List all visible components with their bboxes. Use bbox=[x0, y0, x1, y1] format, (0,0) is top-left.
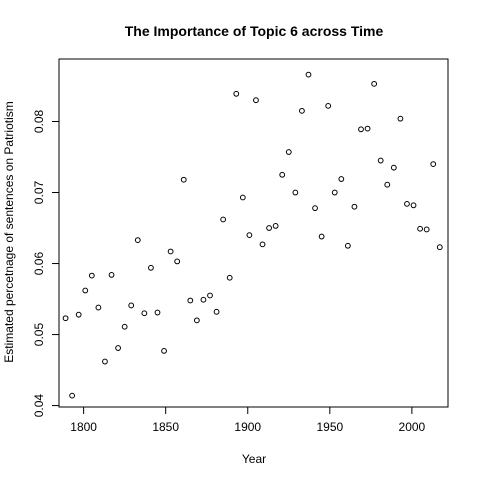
data-point bbox=[285, 149, 292, 155]
y-axis-label: Estimated percetnage of sentences on Pat… bbox=[2, 101, 16, 362]
data-point bbox=[226, 274, 233, 281]
data-point bbox=[338, 176, 345, 182]
data-point bbox=[180, 176, 187, 183]
y-tick-label: 0.06 bbox=[32, 252, 46, 276]
data-point bbox=[141, 310, 148, 317]
data-point bbox=[121, 323, 128, 330]
data-point bbox=[423, 226, 430, 233]
data-point bbox=[305, 71, 312, 78]
data-point bbox=[193, 317, 200, 324]
x-axis: 1800 1850 1900 1950 2000 bbox=[70, 407, 426, 434]
data-point bbox=[82, 287, 89, 294]
data-point bbox=[318, 233, 325, 240]
data-point bbox=[259, 241, 266, 248]
data-point bbox=[272, 222, 279, 229]
data-point bbox=[220, 216, 227, 223]
data-point bbox=[213, 308, 220, 315]
x-tick-label: 2000 bbox=[399, 420, 426, 434]
data-point bbox=[299, 107, 305, 114]
data-point bbox=[246, 232, 253, 239]
data-point bbox=[154, 309, 161, 316]
data-point bbox=[351, 203, 358, 210]
data-point bbox=[62, 315, 69, 322]
data-point bbox=[167, 248, 174, 255]
data-point bbox=[364, 125, 371, 132]
data-point bbox=[233, 90, 240, 97]
x-axis-label: Year bbox=[242, 452, 266, 466]
data-point bbox=[430, 161, 437, 168]
data-point bbox=[390, 164, 397, 171]
data-point bbox=[371, 80, 378, 87]
data-point bbox=[95, 304, 102, 311]
plot-frame bbox=[58, 58, 449, 408]
x-tick-label: 1850 bbox=[152, 420, 179, 434]
data-point bbox=[128, 302, 135, 309]
data-point bbox=[279, 171, 286, 178]
data-point bbox=[410, 202, 417, 209]
y-axis: 0.04 0.05 0.06 0.07 0.08 bbox=[32, 109, 59, 417]
data-point bbox=[436, 244, 443, 251]
data-point bbox=[115, 345, 121, 351]
data-point bbox=[207, 292, 213, 299]
data-point bbox=[292, 189, 299, 196]
data-point bbox=[384, 181, 391, 188]
data-point bbox=[134, 237, 141, 244]
y-tick-label: 0.08 bbox=[32, 109, 46, 133]
data-point bbox=[344, 242, 351, 249]
data-point bbox=[239, 194, 246, 201]
data-point bbox=[397, 115, 404, 122]
data-point bbox=[266, 225, 272, 231]
data-point bbox=[187, 297, 194, 304]
data-point bbox=[108, 272, 115, 278]
data-point bbox=[161, 347, 167, 354]
data-point bbox=[102, 358, 108, 365]
data-points bbox=[62, 71, 443, 399]
data-point bbox=[331, 189, 338, 196]
data-point bbox=[174, 258, 181, 265]
data-point bbox=[325, 102, 332, 109]
x-tick-label: 1800 bbox=[70, 420, 97, 434]
data-point bbox=[417, 225, 423, 232]
data-point bbox=[200, 296, 207, 303]
data-point bbox=[358, 126, 364, 133]
data-point bbox=[75, 311, 82, 318]
data-point bbox=[312, 205, 318, 212]
x-tick-label: 1900 bbox=[234, 420, 261, 434]
y-tick-label: 0.07 bbox=[32, 181, 46, 205]
y-tick-label: 0.04 bbox=[32, 394, 46, 418]
data-point bbox=[88, 272, 95, 279]
plot-area bbox=[58, 58, 449, 408]
data-point bbox=[69, 392, 76, 399]
data-point bbox=[148, 264, 154, 271]
y-tick-label: 0.05 bbox=[32, 323, 46, 347]
data-point bbox=[377, 157, 384, 164]
data-point bbox=[404, 200, 410, 207]
data-point bbox=[253, 97, 259, 104]
x-tick-label: 1950 bbox=[316, 420, 343, 434]
chart-title: The Importance of Topic 6 across Time bbox=[125, 23, 384, 39]
